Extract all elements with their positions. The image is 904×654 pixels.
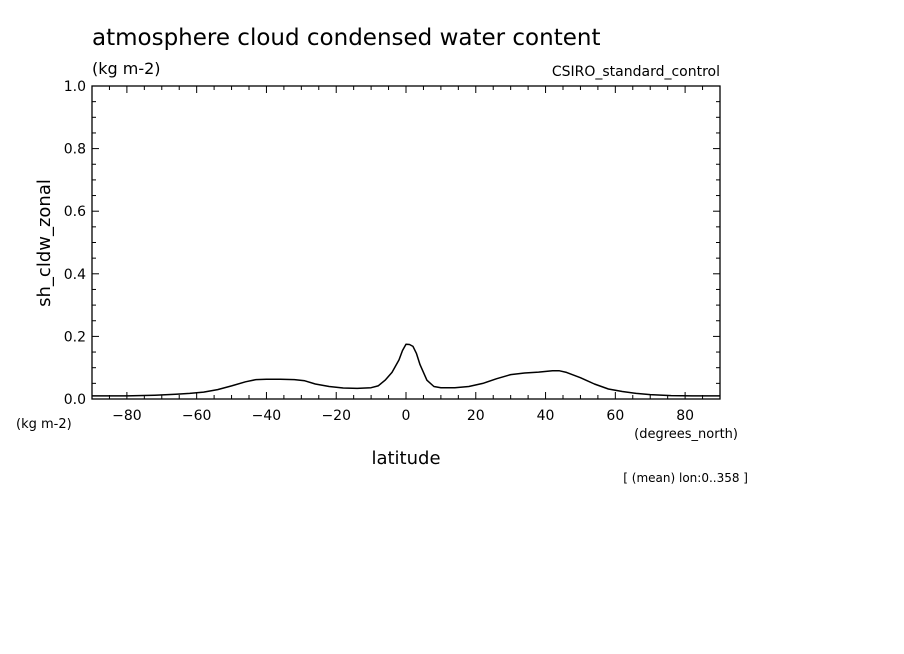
x-tick-label: −60: [182, 408, 212, 424]
x-axis: −80 −60 −40 −20 0 20 40 60 80: [108, 86, 704, 424]
footnote: [ (mean) lon:0..358 ]: [623, 471, 748, 485]
x-tick-label: 0: [402, 408, 411, 424]
x-tick-label: 60: [606, 408, 624, 424]
y-tick-label: 0.2: [64, 329, 86, 345]
x-tick-label: 40: [537, 408, 555, 424]
y-tick-label: 0.4: [64, 267, 86, 283]
plot-frame: [91, 85, 721, 400]
x-tick-label: 20: [467, 408, 485, 424]
chart-title: atmosphere cloud condensed water content: [92, 25, 600, 51]
x-units-label: (degrees_north): [634, 427, 738, 442]
y-tick-label: 0.0: [64, 392, 86, 408]
series-line: [92, 343, 720, 397]
y-tick-label: 1.0: [64, 79, 86, 95]
x-tick-label: −40: [252, 408, 282, 424]
y-axis: 0.0 0.2 0.4 0.6 0.8 1.0: [64, 79, 720, 408]
x-tick-label: 80: [676, 408, 694, 424]
series-layer: [92, 343, 720, 397]
y-units-label: (kg m-2): [16, 417, 72, 432]
y-tick-label: 0.6: [64, 204, 86, 220]
x-tick-label: −20: [321, 408, 351, 424]
y-tick-label: 0.8: [64, 142, 86, 158]
x-axis-title: latitude: [371, 448, 440, 469]
y-axis-title: sh_cldw_zonal: [34, 179, 55, 307]
source-label: CSIRO_standard_control: [552, 64, 720, 80]
chart-units: (kg m-2): [92, 59, 161, 78]
x-tick-label: −80: [112, 408, 142, 424]
